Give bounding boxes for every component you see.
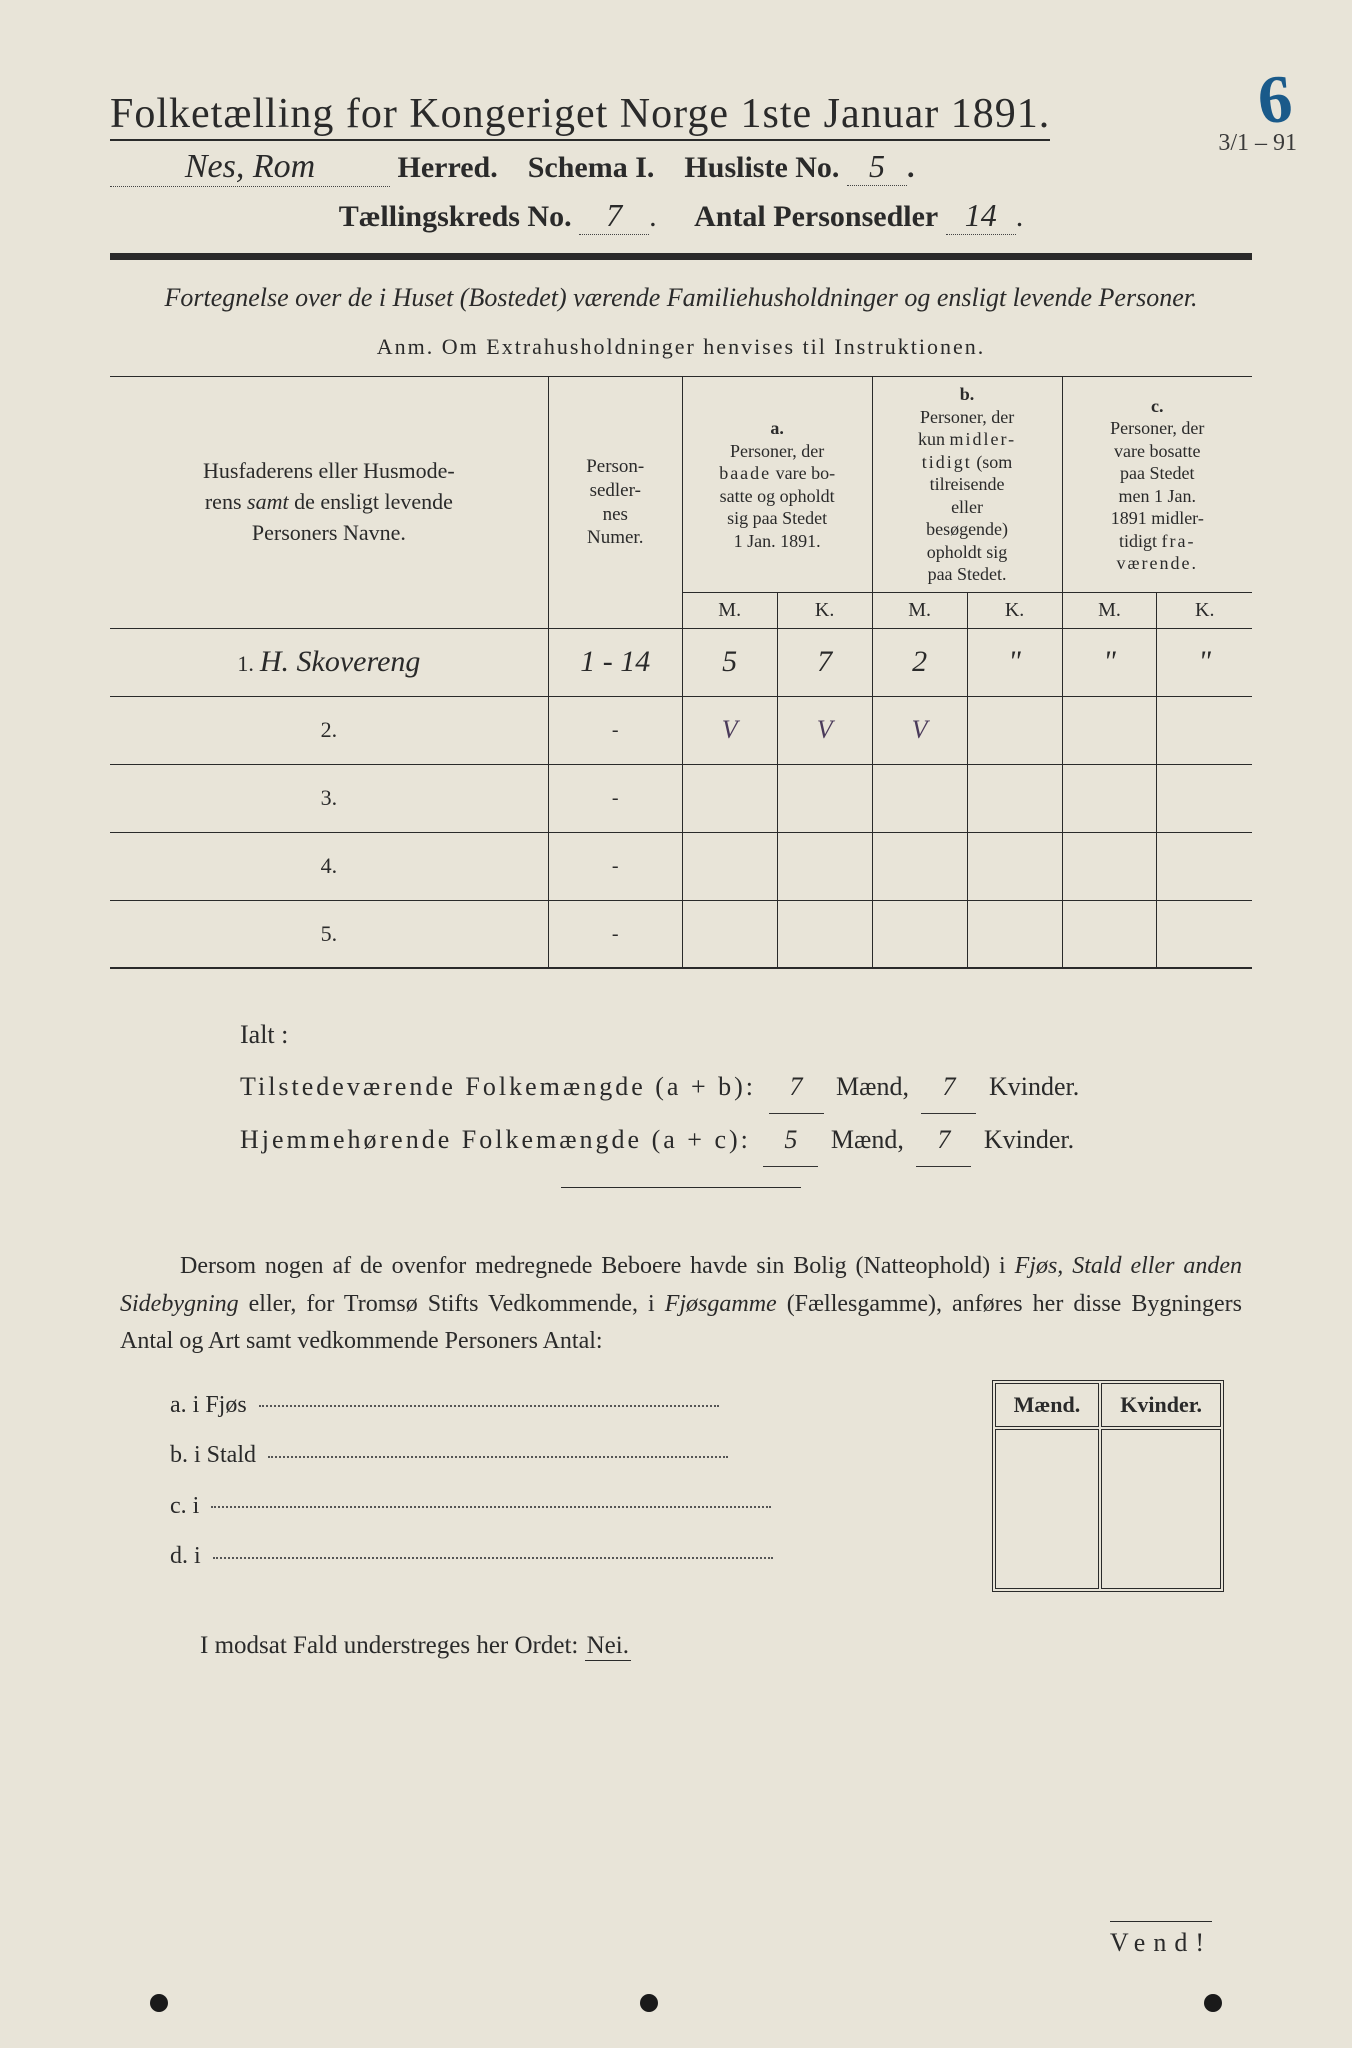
cell-a-k: 7 (817, 645, 832, 678)
table-row: 3. - (110, 764, 1252, 832)
cell-a-m: 5 (722, 645, 737, 678)
husliste-label: Husliste No. (684, 151, 839, 184)
header-line-kreds: Tællingskreds No. 7. Antal Personsedler … (110, 197, 1252, 235)
present-m: 7 (769, 1061, 824, 1114)
vend-label: Vend! (1110, 1921, 1212, 1958)
form-title: Folketælling for Kongeriget Norge 1ste J… (110, 90, 1252, 138)
nei-word: Nei. (585, 1632, 631, 1661)
sidebox-k-cell (1101, 1429, 1221, 1589)
cell-a-k: V (817, 715, 833, 744)
schema-label: Schema I. (528, 151, 655, 184)
sidebox-m-header: Mænd. (995, 1383, 1100, 1427)
husliste-value: 5 (847, 148, 907, 186)
resident-k: 7 (916, 1114, 971, 1167)
header-line-herred: Nes, Rom Herred. Schema I. Husliste No. … (110, 148, 1252, 187)
table-row: 2. -VVV (110, 696, 1252, 764)
subtitle: Fortegnelse over de i Huset (Bostedet) v… (150, 280, 1212, 316)
antal-value: 14 (946, 197, 1016, 235)
cell-a-m: V (722, 715, 738, 744)
col-a-k: K. (777, 592, 872, 628)
table-row: 5. - (110, 900, 1252, 968)
totals-resident: Hjemmehørende Folkemængde (a + c): 5 Mæn… (240, 1114, 1242, 1167)
corner-date-handwritten: 3/1 – 91 (1218, 130, 1297, 157)
anm-note: Anm. Om Extrahusholdninger henvises til … (110, 334, 1252, 360)
punch-hole (640, 1994, 658, 2012)
resident-m: 5 (763, 1114, 818, 1167)
kreds-label: Tællingskreds No. (339, 200, 572, 233)
punch-hole (150, 1994, 168, 2012)
cell-c-k: " (1198, 645, 1211, 678)
totals-present: Tilstedeværende Folkemængde (a + b): 7 M… (240, 1061, 1242, 1114)
row-numer: - (612, 855, 619, 877)
col-header-c: c. Personer, dervare bosattepaa Stedetme… (1062, 377, 1252, 593)
divider-rule (110, 253, 1252, 260)
row-numer: - (612, 923, 619, 945)
herred-value: Nes, Rom (110, 148, 390, 187)
row-name: H. Skovereng (260, 645, 421, 678)
col-a-m: M. (682, 592, 777, 628)
cell-b-m: 2 (912, 645, 927, 678)
col-header-name: Husfaderens eller Husmode-rens samt de e… (110, 377, 548, 629)
census-form-page: 6 3/1 – 91 Folketælling for Kongeriget N… (0, 0, 1352, 2048)
cell-c-m: " (1103, 645, 1116, 678)
kreds-value: 7 (579, 197, 649, 235)
col-c-k: K. (1157, 592, 1252, 628)
ialt-label: Ialt : (240, 1009, 1242, 1061)
antal-label: Antal Personsedler (694, 200, 938, 233)
col-header-b: b. Personer, derkun midler-tidigt (somti… (872, 377, 1062, 593)
totals-block: Ialt : Tilstedeværende Folkemængde (a + … (240, 1009, 1242, 1167)
cell-b-k: " (1008, 645, 1021, 678)
footer-line: I modsat Fald understreges her Ordet: Ne… (200, 1632, 1252, 1661)
row-numer: 1 - 14 (580, 645, 650, 678)
punch-hole (1204, 1994, 1222, 2012)
col-b-m: M. (872, 592, 967, 628)
present-k: 7 (921, 1061, 976, 1114)
row-numer: - (612, 719, 619, 741)
cell-b-m: V (912, 715, 928, 744)
row-numer: - (612, 787, 619, 809)
outbuilding-paragraph: Dersom nogen af de ovenfor medregnede Be… (120, 1248, 1242, 1360)
col-header-numer: Person-sedler-nesNumer. (548, 377, 682, 629)
table-row: 4. - (110, 832, 1252, 900)
side-box-table: Mænd. Kvinder. (992, 1380, 1224, 1592)
household-table: Husfaderens eller Husmode-rens samt de e… (110, 376, 1252, 969)
page-number-handwritten: 6 (1255, 59, 1296, 141)
small-divider (561, 1187, 801, 1188)
table-row: 1. H. Skovereng1 - 14572""" (110, 628, 1252, 696)
col-c-m: M. (1062, 592, 1157, 628)
sidebox-k-header: Kvinder. (1101, 1383, 1221, 1427)
herred-label: Herred. (398, 151, 498, 184)
sidebox-m-cell (995, 1429, 1100, 1589)
col-b-k: K. (967, 592, 1062, 628)
col-header-a: a. Personer, derbaade vare bo-satte og o… (682, 377, 872, 593)
